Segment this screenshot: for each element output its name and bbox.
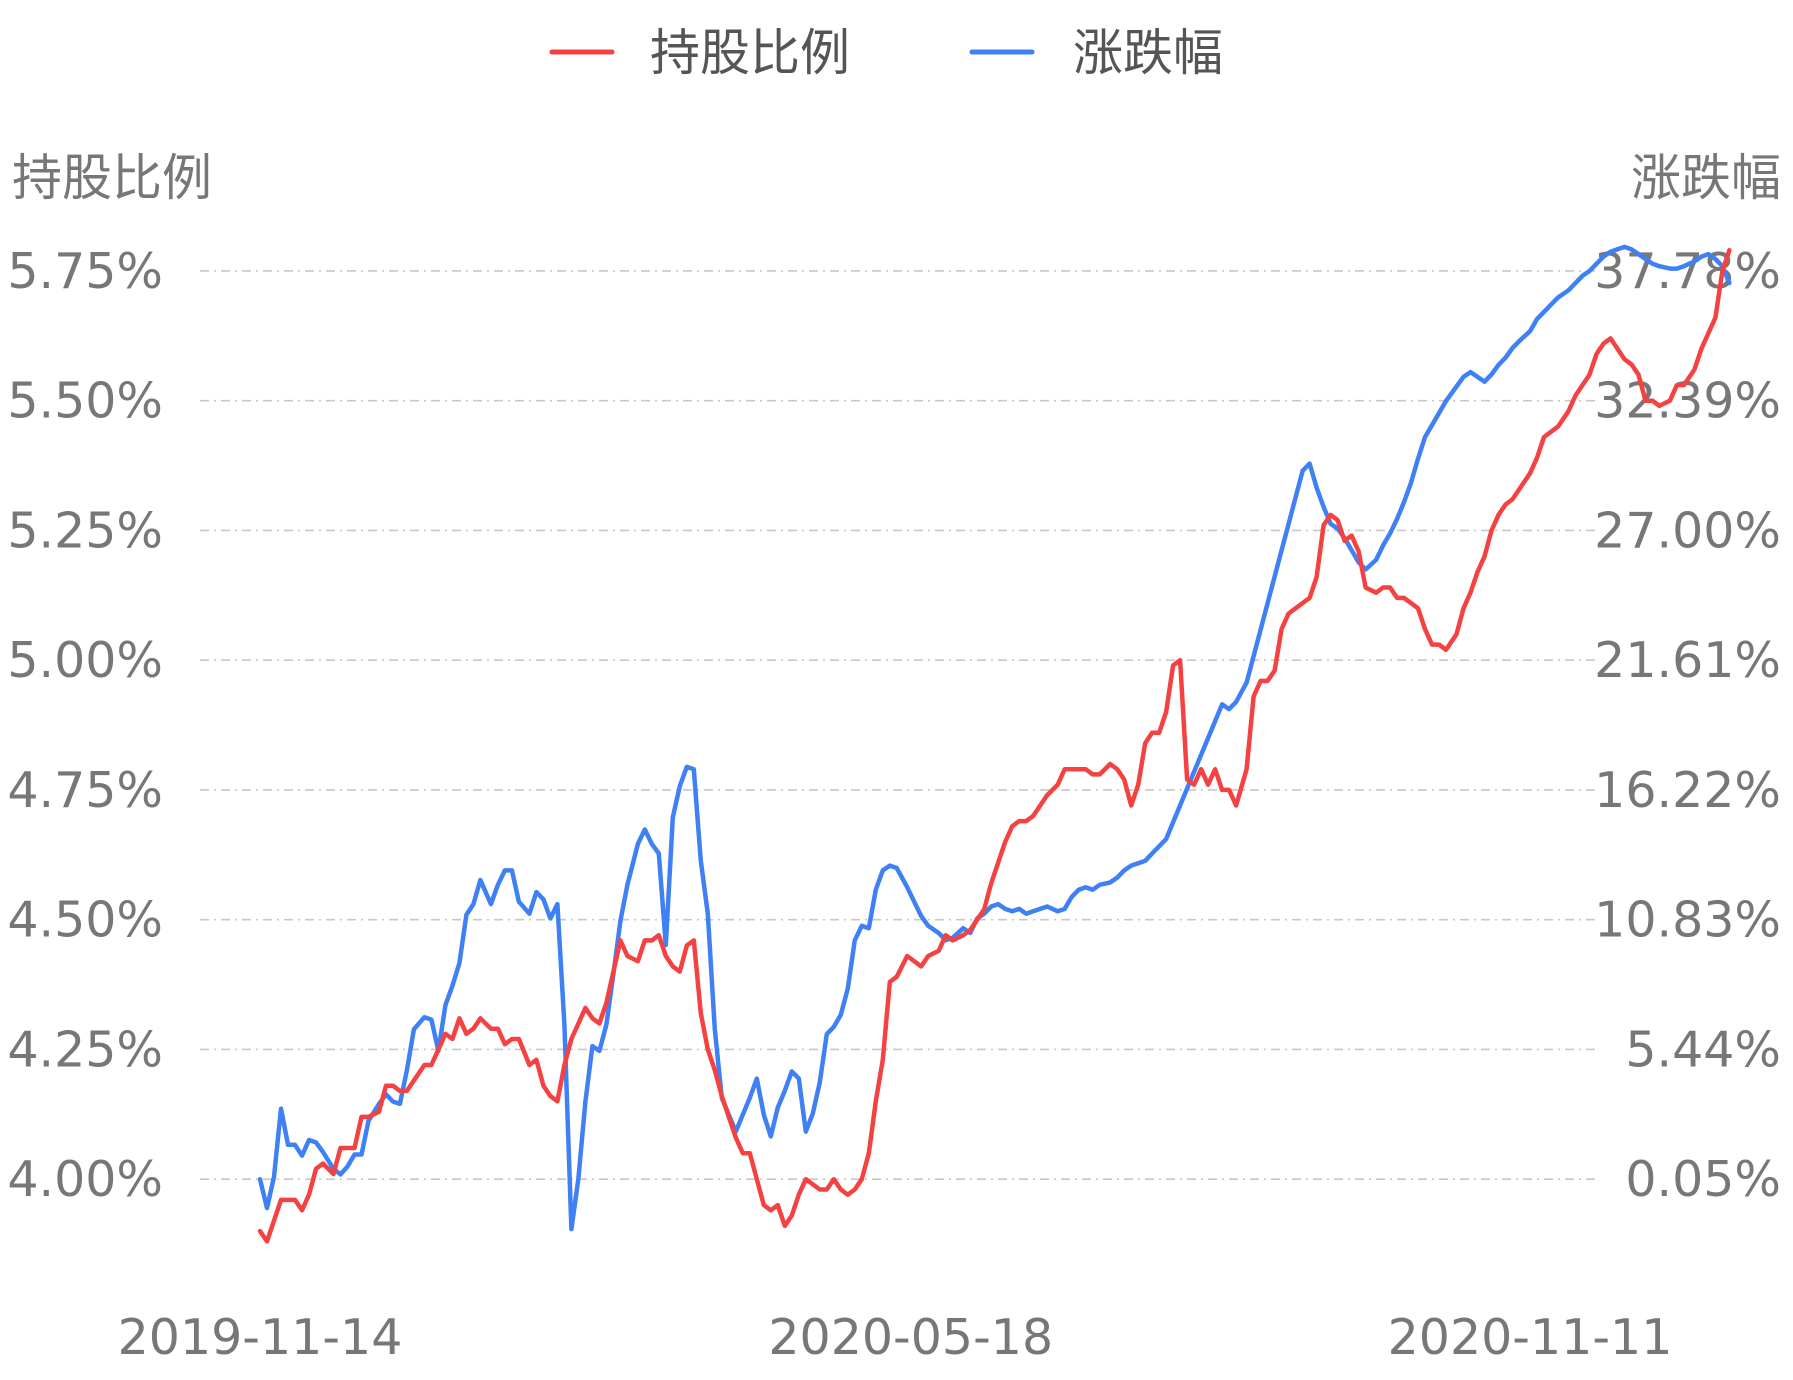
- y-left-tick-label: 5.25%: [7, 502, 163, 559]
- x-axis-ticks: 2019-11-14 2020-05-18 2020-11-11: [118, 1309, 1673, 1366]
- series-line-holding-ratio[interactable]: [257, 247, 1732, 1244]
- y-axis-right-ticks: 0.05%5.44%10.83%16.22%21.61%27.00%32.39%…: [1594, 243, 1781, 1208]
- x-tick-label: 2019-11-14: [118, 1309, 403, 1366]
- y-left-tick-label: 4.50%: [7, 892, 163, 949]
- x-tick-label: 2020-11-11: [1388, 1309, 1673, 1366]
- y-right-tick-label: 5.44%: [1625, 1021, 1781, 1078]
- legend[interactable]: 持股比例 涨跌幅: [549, 24, 1223, 82]
- legend-item-change-pct[interactable]: 涨跌幅: [969, 24, 1223, 82]
- y-left-tick-label: 4.75%: [7, 762, 163, 819]
- legend-item-holding-ratio[interactable]: 持股比例: [549, 24, 850, 82]
- y-right-tick-label: 37.78%: [1594, 243, 1781, 300]
- y-left-tick-label: 4.00%: [7, 1151, 163, 1208]
- series-layer: [257, 244, 1732, 1244]
- y-axis-left-title: 持股比例: [12, 149, 212, 207]
- y-right-tick-label: 27.00%: [1594, 502, 1781, 559]
- y-axis-right-title: 涨跌幅: [1631, 149, 1781, 207]
- y-left-tick-label: 5.75%: [7, 243, 163, 300]
- series-line-change-pct[interactable]: [257, 244, 1732, 1232]
- legend-label-holding-ratio: 持股比例: [650, 24, 850, 82]
- y-left-tick-label: 5.00%: [7, 632, 163, 689]
- y-right-tick-label: 10.83%: [1594, 892, 1781, 949]
- y-left-tick-label: 4.25%: [7, 1021, 163, 1078]
- y-axis-left-ticks: 4.00% 4.25% 4.50% 4.75% 5.00% 5.25% 5.50% 5.75%: [7, 243, 163, 1208]
- y-right-tick-label: 0.05%: [1625, 1151, 1781, 1208]
- y-right-tick-label: 16.22%: [1594, 762, 1781, 819]
- y-left-tick-label: 5.50%: [7, 373, 163, 430]
- y-right-tick-label: 21.61%: [1594, 632, 1781, 689]
- grid: [200, 270, 1595, 1180]
- legend-label-change-pct: 涨跌幅: [1073, 24, 1223, 82]
- x-tick-label: 2020-05-18: [768, 1309, 1053, 1366]
